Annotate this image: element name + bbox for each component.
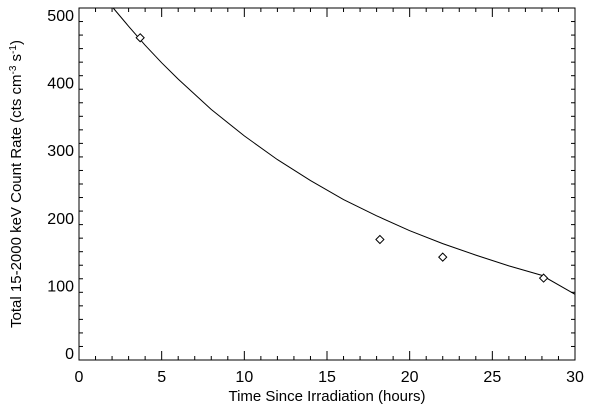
y-tick-label: 300 — [47, 143, 74, 160]
data-point — [538, 273, 549, 283]
x-tick-label: 0 — [75, 369, 84, 386]
x-tick-label: 10 — [235, 369, 253, 386]
data-point — [135, 33, 145, 43]
x-tick-label: 15 — [318, 369, 336, 386]
x-tick-label: 20 — [401, 369, 419, 386]
plot-frame — [78, 7, 576, 361]
y-tick-label: 400 — [47, 75, 74, 92]
y-axis-ticks: 0 100 200 300 400 500 — [47, 7, 575, 363]
x-tick-label: 30 — [566, 369, 584, 386]
y-axis-label: Total 15-2000 keV Count Rate (cts cm-3 s… — [8, 40, 25, 328]
y-tick-label: 0 — [65, 346, 74, 363]
data-points — [135, 33, 549, 283]
y-tick-label: 500 — [47, 8, 74, 25]
fit-curve — [112, 7, 576, 295]
x-axis-label: Time Since Irradiation (hours) — [228, 388, 425, 405]
x-tick-label: 5 — [157, 369, 166, 386]
y-tick-label: 100 — [47, 279, 74, 296]
y-tick-label: 200 — [47, 211, 74, 228]
data-point — [375, 234, 385, 245]
data-point — [438, 252, 448, 262]
x-tick-label: 25 — [483, 369, 501, 386]
x-axis-ticks: 0 5 10 15 20 25 30 — [75, 8, 584, 386]
